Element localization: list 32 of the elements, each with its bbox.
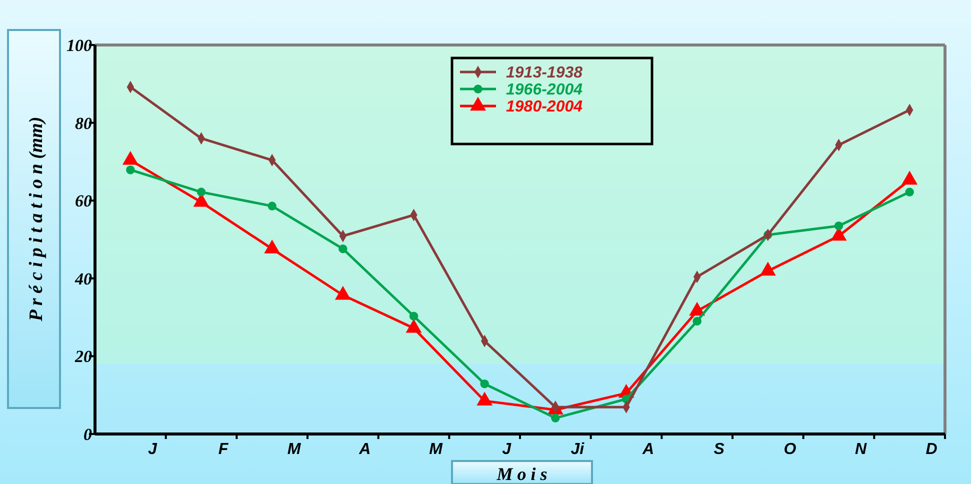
x-tick-label: N <box>854 441 867 458</box>
point <box>409 312 418 320</box>
x-tick-label: M <box>429 441 444 458</box>
point <box>551 414 560 422</box>
point <box>126 166 135 174</box>
x-tick-label: A <box>641 441 654 458</box>
x-tick-label: A <box>358 441 371 458</box>
x-tick-label: D <box>926 441 938 458</box>
y-tick-label: 40 <box>74 269 92 288</box>
point <box>338 244 348 254</box>
x-tick-label: M <box>287 441 302 458</box>
legend-label: 1980-2004 <box>506 98 583 116</box>
x-tick-label: F <box>218 441 230 458</box>
legend-label: 1966-2004 <box>506 82 583 99</box>
x-tick-label: S <box>714 441 725 458</box>
x-tick-label: J <box>502 441 512 458</box>
point <box>692 316 702 326</box>
x-tick-label: Ji <box>570 441 585 458</box>
point <box>834 222 844 230</box>
point <box>480 379 489 388</box>
x-axis-title: M o i s <box>496 464 548 484</box>
y-tick-label: 20 <box>74 347 92 366</box>
y-tick-label: 100 <box>66 36 92 55</box>
x-tick-label: O <box>784 441 797 458</box>
y-axis-title: P r é c i p i t a t i o n (mm) <box>26 116 47 322</box>
x-tick-label: J <box>148 441 158 458</box>
point <box>268 202 276 210</box>
point <box>196 188 206 196</box>
legend-label: 1913-1938 <box>506 64 583 82</box>
y-tick-label: 80 <box>75 114 92 133</box>
y-tick-label: 60 <box>75 192 92 211</box>
point <box>905 188 914 196</box>
